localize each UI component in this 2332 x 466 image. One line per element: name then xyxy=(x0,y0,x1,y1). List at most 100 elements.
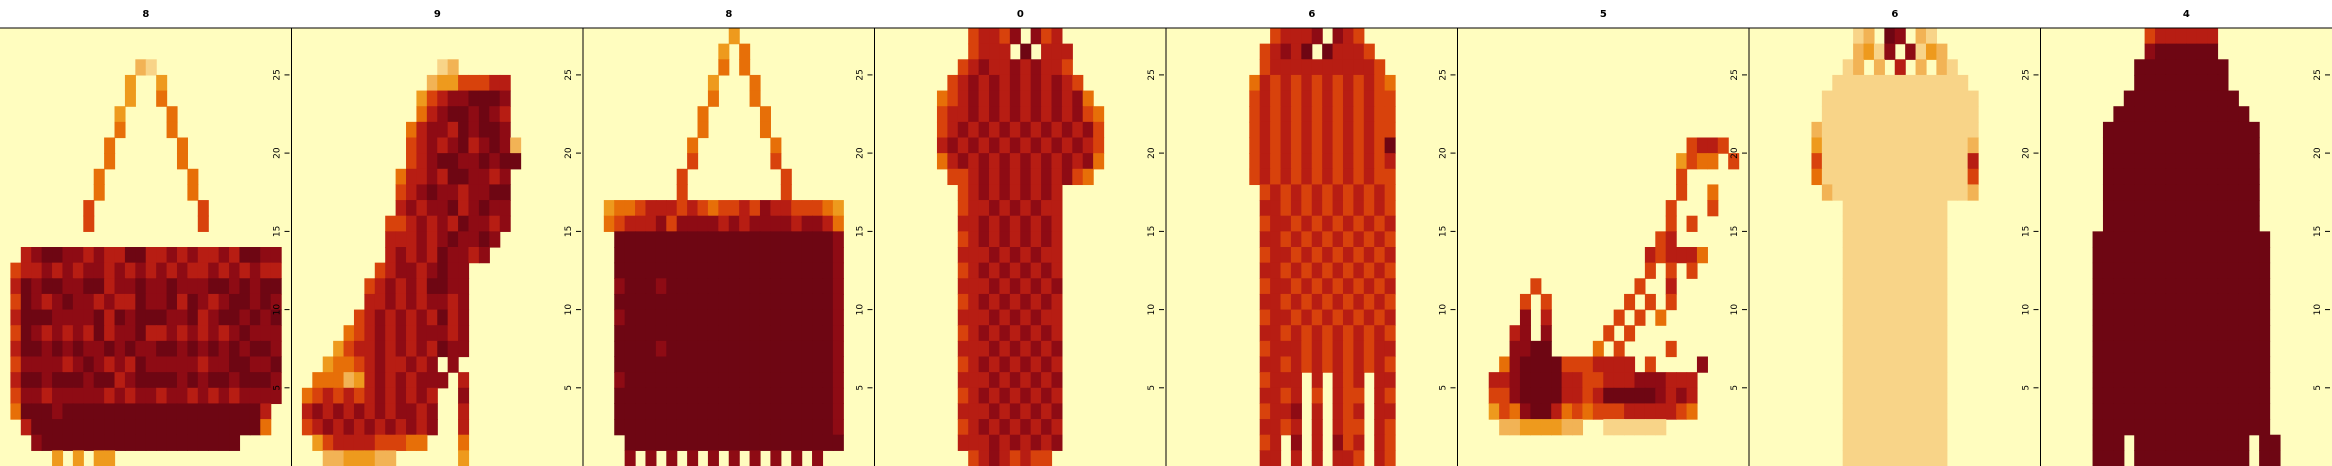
heatmap-cell xyxy=(124,340,136,358)
heatmap-cell xyxy=(1905,403,1917,420)
heatmap-cell xyxy=(1519,293,1531,311)
heatmap-cell xyxy=(1041,325,1053,342)
heatmap-cell xyxy=(791,356,803,373)
heatmap-cell xyxy=(2155,90,2167,107)
heatmap-cell xyxy=(1374,293,1386,311)
heatmap-cell xyxy=(1905,168,1917,186)
heatmap-cell xyxy=(62,325,74,342)
heatmap-cell xyxy=(791,434,803,451)
heatmap-cell xyxy=(1915,184,1927,201)
heatmap-cell xyxy=(2196,372,2208,389)
heatmap-cell xyxy=(801,309,813,326)
heatmap-cell xyxy=(1353,74,1365,92)
heatmap-cell xyxy=(197,247,209,264)
heatmap-cell xyxy=(1030,59,1042,76)
heatmap-cell xyxy=(364,325,376,342)
heatmap-cell xyxy=(187,293,199,311)
heatmap-cell xyxy=(1041,90,1053,107)
heatmap-cell xyxy=(749,247,761,264)
heatmap-cell xyxy=(406,121,418,139)
heatmap-cell xyxy=(2196,262,2208,279)
heatmap-cell xyxy=(2207,434,2219,451)
heatmap-cell xyxy=(104,372,116,389)
heatmap-cell xyxy=(676,340,688,358)
heatmap-cell xyxy=(1905,278,1917,295)
heatmap-cell xyxy=(2165,59,2177,76)
heatmap-cell xyxy=(728,247,740,264)
heatmap-cell xyxy=(41,356,53,373)
heatmap-cell xyxy=(270,372,282,389)
heatmap-cell xyxy=(1374,200,1386,217)
heatmap-cell xyxy=(749,215,761,232)
heatmap-cell xyxy=(239,356,251,373)
heatmap-cell xyxy=(156,325,168,342)
heatmap-cell xyxy=(1686,247,1698,264)
heatmap-cell xyxy=(52,325,64,342)
heatmap-cell xyxy=(10,278,22,295)
heatmap-cell xyxy=(1051,309,1063,326)
heatmap-cell xyxy=(718,43,730,60)
heatmap-cell xyxy=(499,184,511,201)
heatmap-cell xyxy=(1290,278,1302,295)
heatmap-cell xyxy=(2227,231,2239,248)
heatmap-cell xyxy=(1020,309,1032,326)
heatmap-cell xyxy=(791,309,803,326)
heatmap-cell xyxy=(249,356,261,373)
heatmap-cell xyxy=(989,231,1001,248)
heatmap-cell xyxy=(478,153,490,170)
heatmap-cell xyxy=(72,419,84,436)
heatmap-cell xyxy=(2259,231,2271,248)
heatmap-cell xyxy=(166,387,178,405)
heatmap-cell xyxy=(333,340,345,358)
heatmap-cell xyxy=(1957,90,1969,107)
heatmap-cell xyxy=(1530,372,1542,389)
heatmap-cell xyxy=(114,434,126,451)
heatmap-cell xyxy=(208,434,220,451)
heatmap-cell xyxy=(83,309,95,326)
heatmap-cell xyxy=(1041,372,1053,389)
heatmap-cell xyxy=(655,434,667,451)
heatmap-cell xyxy=(426,340,438,358)
heatmap-cell xyxy=(395,278,407,295)
heatmap-cell xyxy=(1051,325,1063,342)
heatmap-cell xyxy=(1311,356,1323,373)
heatmap-cell xyxy=(1894,434,1906,451)
heatmap-cell xyxy=(1624,419,1636,436)
heatmap-cell xyxy=(353,434,365,451)
heatmap-cell xyxy=(989,137,1001,154)
heatmap-cell xyxy=(72,278,84,295)
heatmap-cell xyxy=(416,215,428,232)
heatmap-cell xyxy=(1009,309,1021,326)
heatmap-cell xyxy=(2144,325,2156,342)
heatmap-cell xyxy=(1342,184,1354,201)
heatmap-cell xyxy=(791,403,803,420)
heatmap-cell xyxy=(1363,231,1375,248)
heatmap-cell xyxy=(2196,90,2208,107)
heatmap-cell xyxy=(999,325,1011,342)
heatmap-cell xyxy=(10,403,22,420)
heatmap-cell xyxy=(2207,90,2219,107)
heatmap-cell xyxy=(1853,153,1865,170)
heatmap-cell xyxy=(20,325,32,342)
heatmap-cell xyxy=(406,137,418,154)
heatmap-cell xyxy=(1342,43,1354,60)
heatmap-cell xyxy=(1853,403,1865,420)
heatmap-cell xyxy=(999,106,1011,123)
heatmap-cell xyxy=(2155,356,2167,373)
heatmap-cell xyxy=(1561,387,1573,405)
heatmap-cell xyxy=(989,372,1001,389)
heatmap-cell xyxy=(989,293,1001,311)
heatmap-cell xyxy=(458,340,470,358)
heatmap-cell xyxy=(1342,309,1354,326)
panel-title: 5 xyxy=(1600,9,1607,20)
heatmap-cell xyxy=(166,340,178,358)
heatmap-cell xyxy=(10,387,22,405)
heatmap-cell xyxy=(676,434,688,451)
heatmap-cell xyxy=(135,247,147,264)
heatmap-cell xyxy=(2217,293,2229,311)
heatmap-cell xyxy=(1301,215,1313,232)
heatmap-cell xyxy=(62,293,74,311)
heatmap-cell xyxy=(707,293,719,311)
heatmap-cell xyxy=(2123,247,2135,264)
heatmap-cell xyxy=(999,262,1011,279)
